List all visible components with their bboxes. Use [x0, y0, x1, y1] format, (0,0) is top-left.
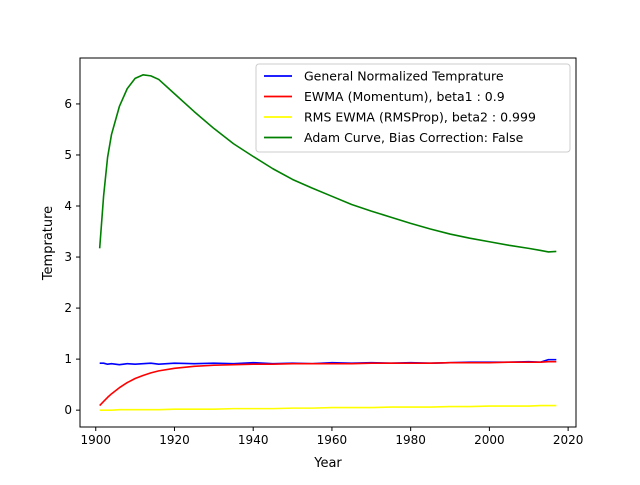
plot-frame	[79, 57, 577, 428]
x-axis-label: Year	[313, 456, 342, 471]
plot-lines	[98, 74, 557, 411]
x-tick-label: 1980	[395, 433, 426, 447]
x-tick-label: 1900	[80, 433, 111, 447]
legend-label-4: Adam Curve, Bias Correction: False	[304, 130, 524, 145]
legend-label-1: General Normalized Temprature	[304, 69, 504, 84]
y-axis-label: Temprature	[41, 206, 56, 281]
series-line-4	[98, 74, 557, 253]
y-tick-label: 6	[64, 97, 72, 111]
legend-label-2: EWMA (Momentum), beta1 : 0.9	[304, 89, 505, 104]
series-line-2	[99, 360, 557, 407]
y-tick-label: 0	[64, 403, 72, 417]
y-tick-label: 2	[64, 301, 72, 315]
y-tick-label: 5	[64, 148, 72, 162]
x-tick-label: 2020	[553, 433, 584, 447]
x-tick-label: 1920	[159, 433, 190, 447]
legend-label-3: RMS EWMA (RMSProp), beta2 : 0.999	[304, 110, 536, 125]
x-tick-label: 1960	[317, 433, 348, 447]
legend-box	[255, 63, 571, 153]
y-tick-label: 4	[64, 199, 72, 213]
series-line-3	[99, 404, 557, 411]
axes: 1900 1920 1940 1960 1980 2000 2020 0 1 2 3 4 5 6	[64, 57, 584, 447]
x-tick-label: 2000	[474, 433, 505, 447]
legend: General Normalized Temprature EWMA (Momen…	[255, 63, 571, 153]
y-tick-label: 3	[64, 250, 72, 264]
x-tick-label: 1940	[238, 433, 269, 447]
y-tick-label: 1	[64, 352, 72, 366]
